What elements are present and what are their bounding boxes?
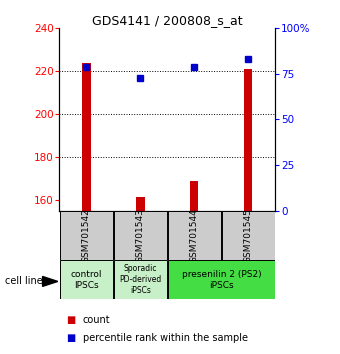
Text: control
IPSCs: control IPSCs xyxy=(71,270,102,290)
Bar xyxy=(244,69,253,211)
Bar xyxy=(136,197,144,211)
Text: GSM701544: GSM701544 xyxy=(190,208,199,263)
Bar xyxy=(59,211,113,260)
Text: GSM701543: GSM701543 xyxy=(136,208,145,263)
Text: GSM701542: GSM701542 xyxy=(82,208,91,263)
Bar xyxy=(114,211,167,260)
Text: presenilin 2 (PS2)
iPSCs: presenilin 2 (PS2) iPSCs xyxy=(182,270,261,290)
Bar xyxy=(168,260,275,299)
Bar xyxy=(222,211,275,260)
Text: count: count xyxy=(83,315,110,325)
Bar xyxy=(168,211,221,260)
Text: GSM701545: GSM701545 xyxy=(244,208,253,263)
Bar xyxy=(190,181,199,211)
Title: GDS4141 / 200808_s_at: GDS4141 / 200808_s_at xyxy=(92,14,243,27)
Bar xyxy=(114,260,168,299)
Bar xyxy=(59,260,114,299)
Text: ■: ■ xyxy=(66,333,75,343)
Text: cell line: cell line xyxy=(5,276,43,286)
Polygon shape xyxy=(42,276,58,286)
Bar xyxy=(82,63,90,211)
Text: ■: ■ xyxy=(66,315,75,325)
Text: percentile rank within the sample: percentile rank within the sample xyxy=(83,333,248,343)
Text: Sporadic
PD-derived
iPSCs: Sporadic PD-derived iPSCs xyxy=(119,264,162,295)
